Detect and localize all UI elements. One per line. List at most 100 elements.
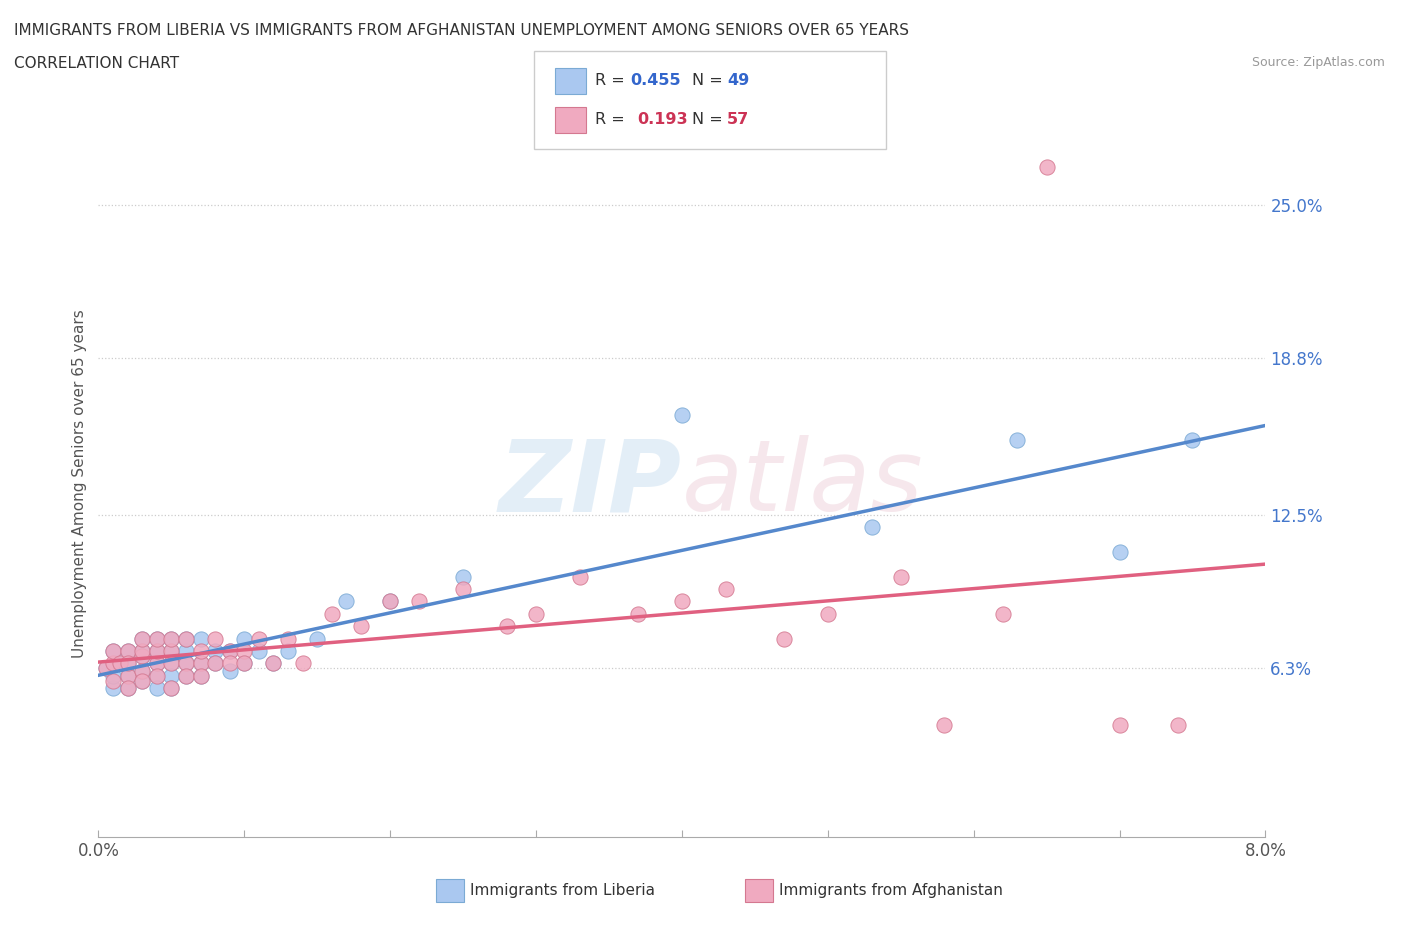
Text: Immigrants from Afghanistan: Immigrants from Afghanistan bbox=[779, 884, 1002, 898]
Point bbox=[160, 681, 183, 696]
Point bbox=[1108, 718, 1130, 733]
Point bbox=[714, 581, 737, 596]
Point bbox=[307, 631, 329, 646]
Point bbox=[131, 631, 153, 646]
Point bbox=[671, 408, 693, 423]
Point bbox=[671, 594, 693, 609]
Point bbox=[204, 656, 226, 671]
Point bbox=[335, 594, 357, 609]
Point bbox=[101, 673, 124, 688]
Point bbox=[291, 656, 314, 671]
Point bbox=[110, 656, 132, 671]
Point bbox=[627, 606, 650, 621]
Point bbox=[117, 656, 139, 671]
Point bbox=[160, 644, 183, 658]
Point bbox=[204, 656, 226, 671]
Point bbox=[218, 663, 240, 678]
Point bbox=[117, 644, 139, 658]
Point bbox=[101, 669, 124, 684]
Point bbox=[146, 631, 169, 646]
Point bbox=[451, 569, 474, 584]
Point bbox=[1108, 544, 1130, 559]
Text: 0.455: 0.455 bbox=[630, 73, 681, 88]
Point bbox=[204, 631, 226, 646]
Text: atlas: atlas bbox=[682, 435, 924, 532]
Point bbox=[131, 663, 153, 678]
Point bbox=[190, 631, 212, 646]
Point bbox=[408, 594, 430, 609]
Point bbox=[174, 669, 197, 684]
Point bbox=[524, 606, 547, 621]
Point bbox=[131, 648, 153, 663]
Point bbox=[817, 606, 839, 621]
Point bbox=[131, 673, 153, 688]
Point bbox=[160, 656, 183, 671]
Point bbox=[131, 663, 153, 678]
Point bbox=[190, 656, 212, 671]
Point bbox=[117, 656, 139, 671]
Point bbox=[773, 631, 796, 646]
Point bbox=[890, 569, 912, 584]
Point bbox=[117, 669, 139, 684]
Point bbox=[174, 631, 197, 646]
Point bbox=[110, 656, 132, 671]
Text: IMMIGRANTS FROM LIBERIA VS IMMIGRANTS FROM AFGHANISTAN UNEMPLOYMENT AMONG SENIOR: IMMIGRANTS FROM LIBERIA VS IMMIGRANTS FR… bbox=[14, 23, 910, 38]
Point bbox=[101, 681, 124, 696]
Point bbox=[146, 669, 169, 684]
Point bbox=[117, 644, 139, 658]
Point bbox=[247, 631, 270, 646]
Point bbox=[160, 644, 183, 658]
Point bbox=[233, 644, 256, 658]
Text: ZIP: ZIP bbox=[499, 435, 682, 532]
Point bbox=[160, 681, 183, 696]
Point bbox=[146, 669, 169, 684]
Point bbox=[204, 644, 226, 658]
Point bbox=[117, 681, 139, 696]
Point bbox=[1181, 432, 1204, 447]
Point bbox=[262, 656, 284, 671]
Point bbox=[131, 644, 153, 658]
Point bbox=[131, 631, 153, 646]
Point bbox=[174, 631, 197, 646]
Y-axis label: Unemployment Among Seniors over 65 years: Unemployment Among Seniors over 65 years bbox=[72, 309, 87, 658]
Point bbox=[233, 631, 256, 646]
Point bbox=[1007, 432, 1029, 447]
Point bbox=[218, 644, 240, 658]
Point bbox=[233, 656, 256, 671]
Point bbox=[190, 669, 212, 684]
Text: Immigrants from Liberia: Immigrants from Liberia bbox=[470, 884, 655, 898]
Point bbox=[117, 681, 139, 696]
Point bbox=[380, 594, 402, 609]
Point bbox=[131, 644, 153, 658]
Point bbox=[160, 631, 183, 646]
Point bbox=[277, 644, 299, 658]
Text: N =: N = bbox=[692, 73, 728, 88]
Text: 0.193: 0.193 bbox=[637, 113, 688, 127]
Text: 49: 49 bbox=[727, 73, 749, 88]
Point bbox=[190, 669, 212, 684]
Point bbox=[94, 661, 117, 676]
Point bbox=[146, 631, 169, 646]
Point bbox=[321, 606, 343, 621]
Point bbox=[131, 648, 153, 663]
Point bbox=[568, 569, 591, 584]
Point bbox=[101, 644, 124, 658]
Point bbox=[496, 618, 519, 633]
Point bbox=[1035, 160, 1057, 175]
Text: Source: ZipAtlas.com: Source: ZipAtlas.com bbox=[1251, 56, 1385, 69]
Point bbox=[146, 644, 169, 658]
Point bbox=[247, 644, 270, 658]
Text: R =: R = bbox=[595, 113, 634, 127]
Point bbox=[262, 656, 284, 671]
Point bbox=[101, 656, 124, 671]
Point bbox=[350, 618, 373, 633]
Point bbox=[190, 644, 212, 658]
Text: N =: N = bbox=[692, 113, 728, 127]
Point bbox=[233, 656, 256, 671]
Point bbox=[934, 718, 956, 733]
Point bbox=[117, 669, 139, 684]
Point bbox=[174, 656, 197, 671]
Point bbox=[277, 631, 299, 646]
Point bbox=[991, 606, 1014, 621]
Point bbox=[218, 656, 240, 671]
